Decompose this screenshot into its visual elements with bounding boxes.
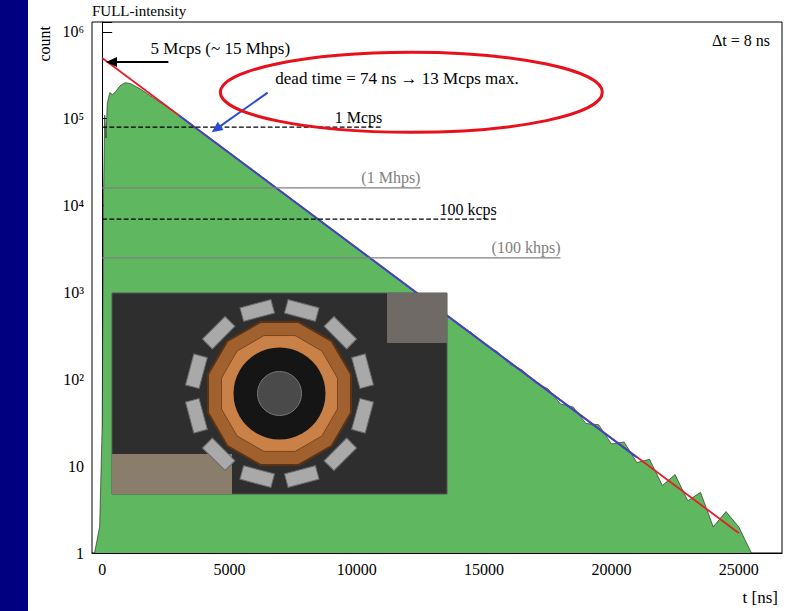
svg-text:count: count — [36, 25, 53, 61]
svg-text:25000: 25000 — [719, 561, 759, 578]
svg-text:10⁵: 10⁵ — [62, 110, 84, 127]
svg-text:10⁴: 10⁴ — [62, 197, 84, 214]
svg-text:10³: 10³ — [63, 284, 84, 301]
svg-text:10⁶: 10⁶ — [62, 23, 84, 40]
svg-text:5 Mcps (~ 15 Mhps): 5 Mcps (~ 15 Mhps) — [151, 39, 291, 58]
svg-text:FULL-intensity: FULL-intensity — [92, 3, 187, 19]
svg-text:100 kcps: 100 kcps — [440, 201, 497, 219]
svg-text:t [ns]: t [ns] — [743, 588, 778, 607]
svg-text:10: 10 — [68, 458, 84, 475]
svg-text:(1 Mhps): (1 Mhps) — [361, 169, 420, 187]
svg-text:10000: 10000 — [337, 561, 377, 578]
svg-text:10²: 10² — [63, 371, 84, 388]
svg-text:(100 khps): (100 khps) — [492, 239, 561, 257]
svg-text:1 Mcps: 1 Mcps — [335, 109, 383, 127]
svg-text:dead time = 74 ns → 13 Mcps ma: dead time = 74 ns → 13 Mcps max. — [275, 69, 518, 88]
svg-text:5000: 5000 — [213, 561, 245, 578]
svg-text:15000: 15000 — [464, 561, 504, 578]
svg-text:20000: 20000 — [591, 561, 631, 578]
svg-text:1: 1 — [76, 545, 84, 562]
svg-text:0: 0 — [98, 561, 106, 578]
svg-text:Δt = 8 ns: Δt = 8 ns — [712, 32, 770, 49]
